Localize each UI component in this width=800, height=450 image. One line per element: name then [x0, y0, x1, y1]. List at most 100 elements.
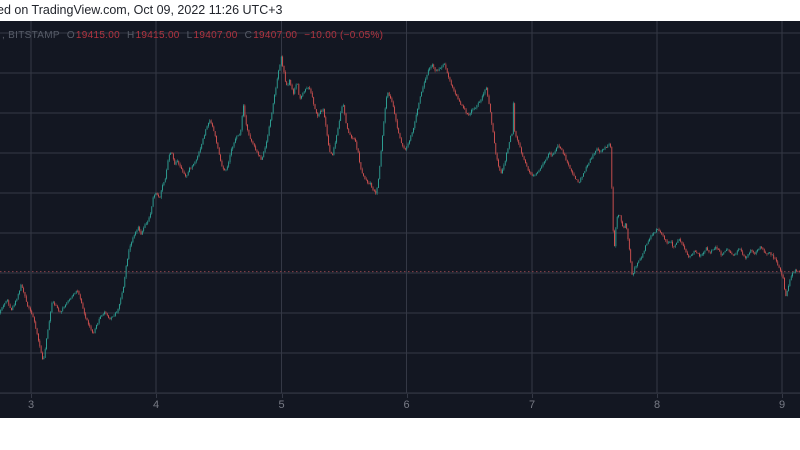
- candle-body: [415, 114, 417, 122]
- candle-body: [283, 65, 285, 72]
- candle-body: [379, 166, 381, 180]
- candle-body: [757, 250, 758, 252]
- candle-body: [579, 181, 580, 183]
- candle-body: [241, 115, 243, 130]
- candle-body: [74, 293, 76, 295]
- candle-body: [719, 249, 721, 252]
- candle-body: [626, 223, 628, 229]
- candle-body: [363, 173, 365, 176]
- candle-body: [392, 102, 394, 107]
- candle-body: [672, 241, 673, 247]
- candle-body: [467, 113, 468, 115]
- candle-body: [409, 140, 410, 144]
- candle-body: [239, 134, 240, 136]
- candle-body: [429, 68, 431, 71]
- candle-body: [333, 147, 335, 155]
- candle-body: [313, 97, 315, 105]
- candle-body: [218, 147, 220, 155]
- candle-body: [515, 131, 517, 137]
- candle-body: [688, 255, 690, 258]
- candle-body: [31, 310, 33, 315]
- candle-body: [186, 175, 188, 177]
- candle-body: [534, 174, 536, 176]
- price-chart[interactable]: , BITSTAMP O19415.00 H19415.00 L19407.00 C19…: [0, 21, 800, 393]
- candle-body: [703, 252, 704, 255]
- candle-body: [62, 308, 64, 312]
- candle-body: [689, 255, 691, 258]
- candle-body: [674, 244, 676, 247]
- candle-body: [670, 241, 672, 243]
- candle-body: [508, 142, 510, 149]
- candle-body: [792, 272, 794, 277]
- candle-body: [638, 260, 640, 263]
- time-axis-tick: [532, 394, 533, 398]
- candle-body: [500, 170, 502, 174]
- candle-body: [531, 173, 533, 176]
- candle-body: [568, 162, 570, 166]
- candle-body: [707, 247, 709, 251]
- candle-body: [481, 95, 483, 100]
- candle-body: [581, 176, 583, 179]
- candle-body: [410, 135, 412, 141]
- candle-body: [341, 106, 343, 113]
- time-axis-label: 8: [653, 399, 661, 411]
- candle-body: [148, 217, 150, 222]
- candle-body: [566, 160, 568, 163]
- candle-body: [380, 150, 382, 167]
- candle-body: [738, 249, 740, 251]
- candle-body: [446, 68, 448, 74]
- candle-body: [253, 143, 255, 147]
- candle-body: [558, 145, 560, 147]
- candle-body: [260, 156, 262, 160]
- candle-body: [131, 242, 132, 246]
- candle-body: [448, 73, 449, 78]
- candle-body: [175, 161, 177, 165]
- candle-body: [620, 215, 622, 222]
- candle-body: [28, 306, 30, 308]
- candle-body: [247, 124, 248, 130]
- candle-body: [198, 151, 200, 157]
- candle-body: [400, 138, 402, 144]
- candle-body: [43, 357, 45, 360]
- candle-body: [185, 173, 186, 177]
- candle-body: [767, 253, 769, 255]
- candle-body: [181, 166, 182, 169]
- candle-body: [2, 305, 4, 308]
- candle-body: [20, 284, 22, 291]
- candle-body: [375, 190, 377, 194]
- candle-body: [610, 144, 611, 147]
- candle-body: [731, 252, 733, 255]
- candle-body: [615, 227, 617, 247]
- candle-body: [191, 165, 193, 169]
- candle-body: [190, 167, 192, 169]
- candle-body: [270, 119, 271, 127]
- candle-body: [580, 178, 582, 182]
- candle-body: [646, 243, 648, 246]
- candle-body: [212, 123, 213, 127]
- candle-body: [330, 151, 332, 154]
- candle-body: [793, 272, 795, 274]
- close-value: 19407.00: [253, 30, 298, 41]
- candle-body: [775, 258, 777, 262]
- time-axis[interactable]: 3 4 5 6 7 8 9: [0, 393, 800, 418]
- candle-body: [407, 143, 409, 147]
- candle-body: [116, 312, 118, 314]
- candle-body: [642, 253, 644, 258]
- candle-body: [690, 255, 692, 256]
- candle-body: [417, 108, 418, 115]
- candle-body: [46, 338, 47, 349]
- candle-body: [386, 97, 387, 109]
- candle-body: [267, 135, 269, 142]
- candle-body: [275, 87, 277, 95]
- price-change: −10.00 (−0.05%): [304, 30, 384, 41]
- candle-body: [98, 318, 100, 323]
- candle-body: [511, 133, 513, 136]
- candle-body: [48, 321, 50, 330]
- candle-body: [676, 242, 677, 245]
- candle-body: [136, 230, 138, 233]
- candle-body: [73, 294, 74, 297]
- candle-body: [282, 56, 284, 66]
- candle-body: [266, 141, 267, 148]
- candle-body: [418, 102, 420, 109]
- candle-body: [751, 249, 753, 252]
